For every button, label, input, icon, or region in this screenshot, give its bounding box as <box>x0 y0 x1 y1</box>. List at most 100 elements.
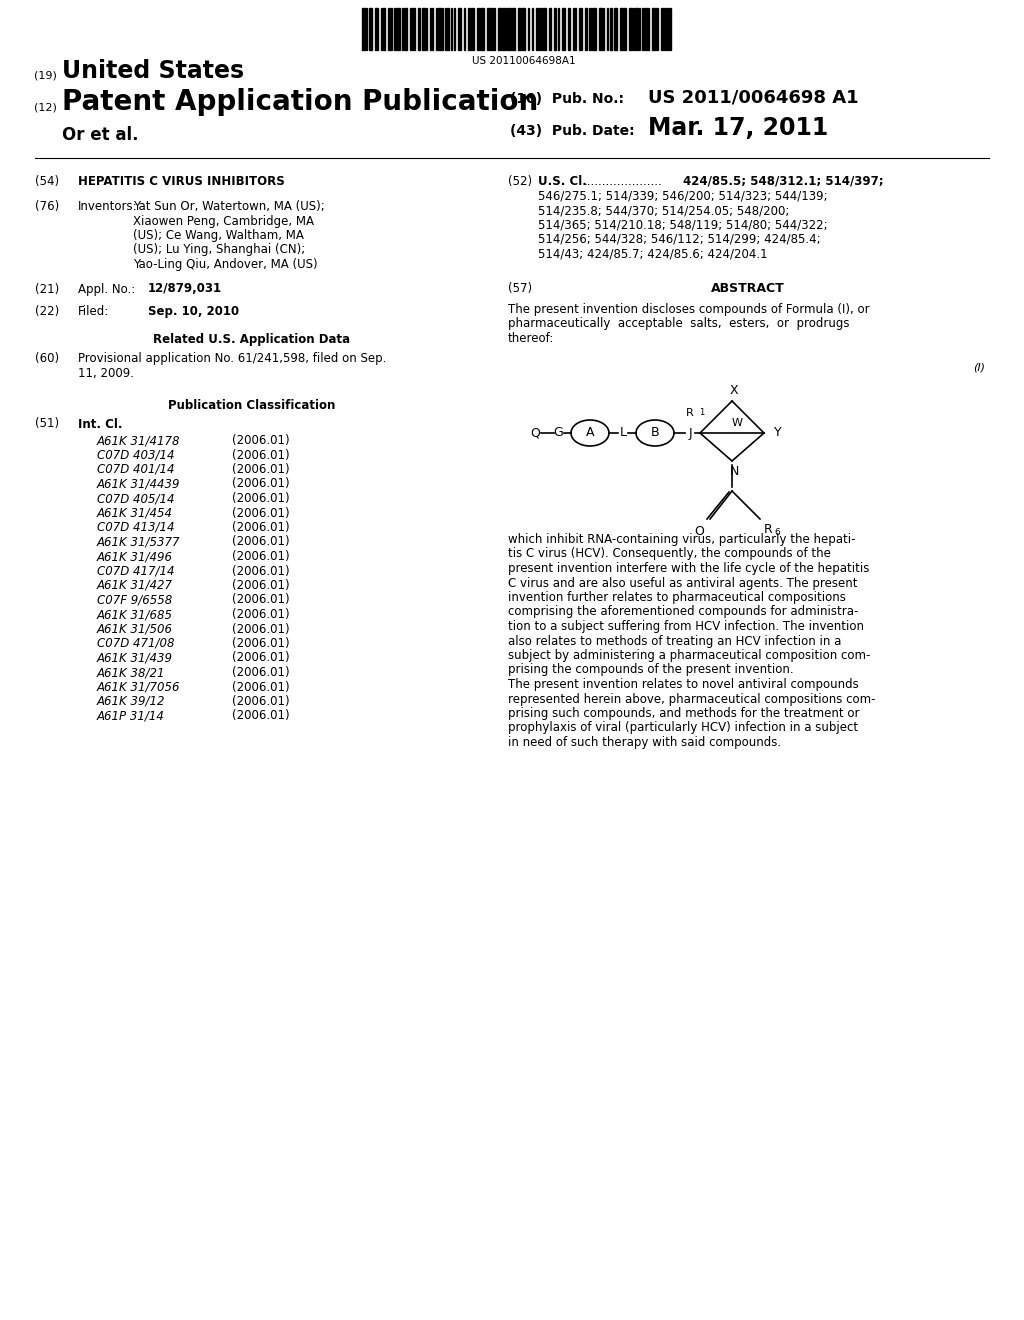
Text: subject by administering a pharmaceutical composition com-: subject by administering a pharmaceutica… <box>508 649 870 663</box>
Text: Patent Application Publication: Patent Application Publication <box>62 88 539 116</box>
Text: ABSTRACT: ABSTRACT <box>711 282 784 294</box>
Text: (2006.01): (2006.01) <box>232 710 290 722</box>
Bar <box>562 8 565 50</box>
Bar <box>438 8 441 50</box>
Text: C07D 405/14: C07D 405/14 <box>97 492 174 506</box>
Text: C07F 9/6558: C07F 9/6558 <box>97 594 172 606</box>
Text: B: B <box>650 426 659 440</box>
Text: Or et al.: Or et al. <box>62 125 138 144</box>
Bar <box>518 8 521 50</box>
Bar <box>593 8 596 50</box>
Bar <box>599 8 602 50</box>
Text: (2006.01): (2006.01) <box>232 609 290 620</box>
Bar <box>536 8 538 50</box>
Text: HEPATITIS C VIRUS INHIBITORS: HEPATITIS C VIRUS INHIBITORS <box>78 176 285 187</box>
Bar <box>490 8 493 50</box>
Text: (I): (I) <box>973 363 985 374</box>
Bar <box>418 8 420 50</box>
Bar <box>543 8 546 50</box>
Bar <box>642 8 644 50</box>
Text: X: X <box>730 384 738 397</box>
Text: (43)  Pub. Date:: (43) Pub. Date: <box>510 124 635 139</box>
Text: Sep. 10, 2010: Sep. 10, 2010 <box>148 305 240 318</box>
Text: tion to a subject suffering from HCV infection. The invention: tion to a subject suffering from HCV inf… <box>508 620 864 634</box>
Text: 1: 1 <box>699 408 705 417</box>
Text: tis C virus (HCV). Consequently, the compounds of the: tis C virus (HCV). Consequently, the com… <box>508 548 830 561</box>
Text: G: G <box>553 426 563 440</box>
Text: present invention interfere with the life cycle of the hepatitis: present invention interfere with the lif… <box>508 562 869 576</box>
Bar <box>568 8 570 50</box>
Bar <box>502 8 505 50</box>
Text: (52): (52) <box>508 176 532 187</box>
Text: .....................: ..................... <box>584 176 663 187</box>
Text: (2006.01): (2006.01) <box>232 492 290 506</box>
Text: (2006.01): (2006.01) <box>232 681 290 693</box>
Text: C07D 471/08: C07D 471/08 <box>97 638 174 649</box>
Text: 514/235.8; 544/370; 514/254.05; 548/200;: 514/235.8; 544/370; 514/254.05; 548/200; <box>538 205 790 216</box>
Text: Mar. 17, 2011: Mar. 17, 2011 <box>648 116 828 140</box>
Text: (2006.01): (2006.01) <box>232 507 290 520</box>
Text: which inhibit RNA-containing virus, particularly the hepati-: which inhibit RNA-containing virus, part… <box>508 533 855 546</box>
Text: Filed:: Filed: <box>78 305 110 318</box>
Text: (2006.01): (2006.01) <box>232 434 290 447</box>
Text: A61K 31/4178: A61K 31/4178 <box>97 434 180 447</box>
Text: A61K 38/21: A61K 38/21 <box>97 667 166 678</box>
Text: The present invention relates to novel antiviral compounds: The present invention relates to novel a… <box>508 678 859 690</box>
Text: Int. Cl.: Int. Cl. <box>78 417 123 430</box>
Bar <box>390 8 392 50</box>
Text: prophylaxis of viral (particularly HCV) infection in a subject: prophylaxis of viral (particularly HCV) … <box>508 722 858 734</box>
Text: Publication Classification: Publication Classification <box>168 399 336 412</box>
Bar <box>397 8 400 50</box>
Text: prising such compounds, and methods for the treatment or: prising such compounds, and methods for … <box>508 708 859 719</box>
Text: (57): (57) <box>508 282 532 294</box>
Text: represented herein above, pharmaceutical compositions com-: represented herein above, pharmaceutical… <box>508 693 876 705</box>
Bar <box>383 8 385 50</box>
Text: Provisional application No. 61/241,598, filed on Sep.: Provisional application No. 61/241,598, … <box>78 352 386 366</box>
Text: (54): (54) <box>35 176 59 187</box>
Text: 424/85.5; 548/312.1; 514/397;: 424/85.5; 548/312.1; 514/397; <box>683 176 884 187</box>
Text: C07D 401/14: C07D 401/14 <box>97 463 174 477</box>
Bar <box>375 8 378 50</box>
Bar <box>481 8 484 50</box>
Text: (2006.01): (2006.01) <box>232 478 290 491</box>
Text: US 2011/0064698 A1: US 2011/0064698 A1 <box>648 88 859 107</box>
Text: invention further relates to pharmaceutical compositions: invention further relates to pharmaceuti… <box>508 591 846 605</box>
Bar <box>472 8 474 50</box>
Bar <box>522 8 525 50</box>
Text: 11, 2009.: 11, 2009. <box>78 367 134 380</box>
Text: (51): (51) <box>35 417 59 430</box>
Text: comprising the aforementioned compounds for administra-: comprising the aforementioned compounds … <box>508 606 858 619</box>
Text: (2006.01): (2006.01) <box>232 652 290 664</box>
Text: A61K 31/427: A61K 31/427 <box>97 579 173 591</box>
Bar <box>652 8 655 50</box>
Bar <box>487 8 489 50</box>
Text: (19): (19) <box>34 70 57 81</box>
Text: A61K 31/439: A61K 31/439 <box>97 652 173 664</box>
Bar <box>620 8 623 50</box>
Text: A61K 31/454: A61K 31/454 <box>97 507 173 520</box>
Text: (2006.01): (2006.01) <box>232 623 290 635</box>
Text: A61K 31/5377: A61K 31/5377 <box>97 536 180 549</box>
Text: (10)  Pub. No.:: (10) Pub. No.: <box>510 92 624 106</box>
Text: (US); Ce Wang, Waltham, MA: (US); Ce Wang, Waltham, MA <box>133 228 304 242</box>
Text: (US); Lu Ying, Shanghai (CN);: (US); Lu Ying, Shanghai (CN); <box>133 243 305 256</box>
Text: (2006.01): (2006.01) <box>232 696 290 708</box>
Bar <box>412 8 415 50</box>
Bar <box>645 8 647 50</box>
Text: thereof:: thereof: <box>508 331 554 345</box>
Text: Yao-Ling Qiu, Andover, MA (US): Yao-Ling Qiu, Andover, MA (US) <box>133 257 317 271</box>
Text: prising the compounds of the present invention.: prising the compounds of the present inv… <box>508 664 794 676</box>
Text: (2006.01): (2006.01) <box>232 521 290 535</box>
Text: (2006.01): (2006.01) <box>232 536 290 549</box>
Text: United States: United States <box>62 59 244 83</box>
Text: Q: Q <box>530 426 540 440</box>
Bar <box>508 8 511 50</box>
Text: C07D 403/14: C07D 403/14 <box>97 449 174 462</box>
Text: Inventors:: Inventors: <box>78 201 137 213</box>
Bar <box>404 8 407 50</box>
Text: (21): (21) <box>35 282 59 296</box>
Text: 514/43; 424/85.7; 424/85.6; 424/204.1: 514/43; 424/85.7; 424/85.6; 424/204.1 <box>538 248 768 260</box>
Text: (2006.01): (2006.01) <box>232 550 290 564</box>
Text: (2006.01): (2006.01) <box>232 565 290 578</box>
Text: C virus and are also useful as antiviral agents. The present: C virus and are also useful as antiviral… <box>508 577 857 590</box>
